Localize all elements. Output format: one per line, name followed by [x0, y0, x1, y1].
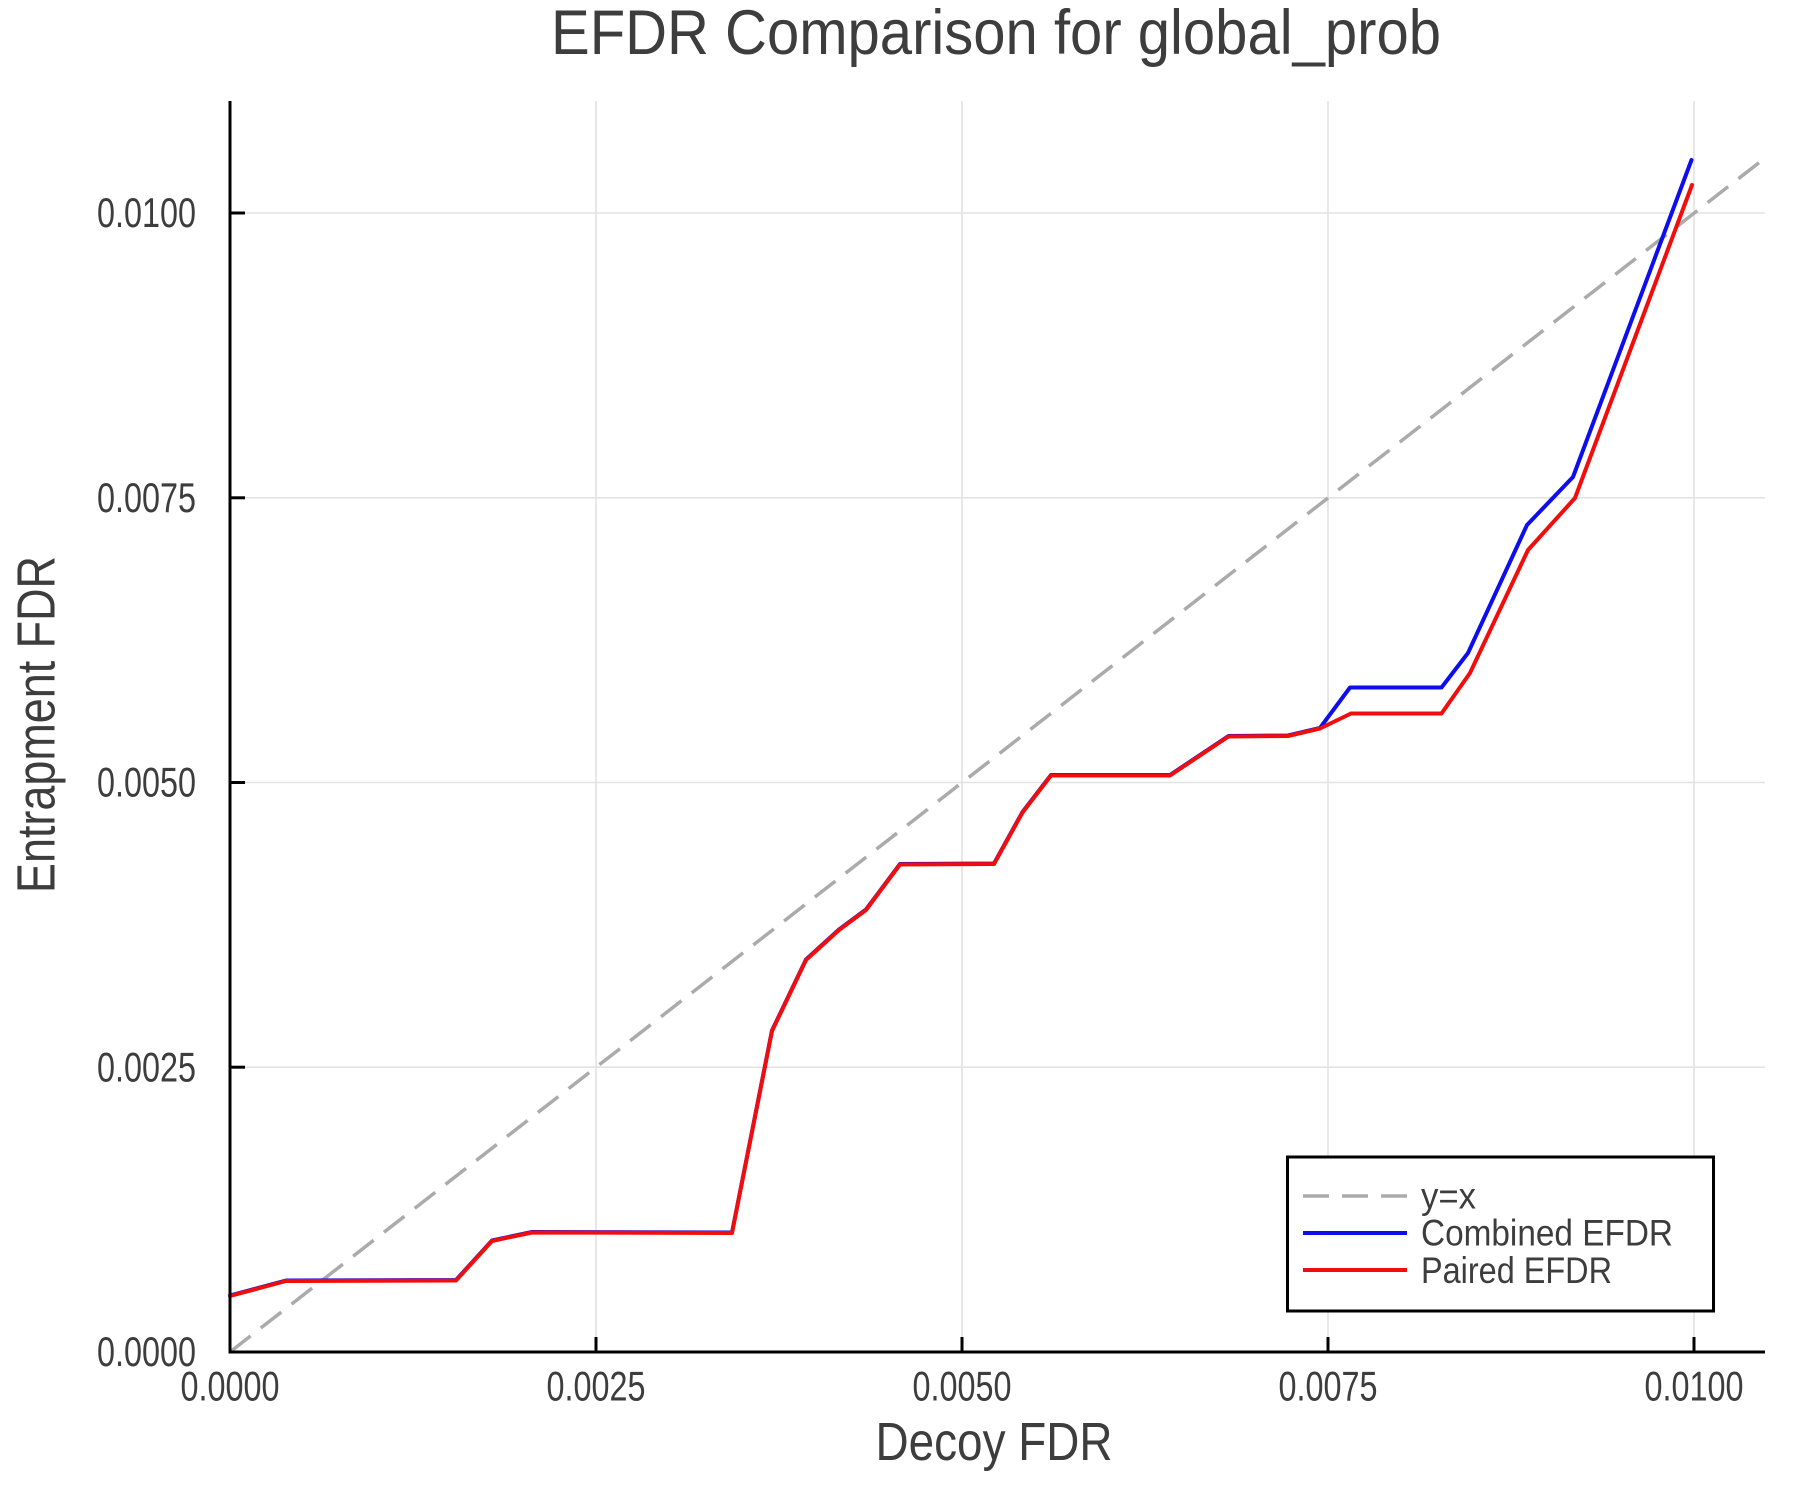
svg-text:0.0075: 0.0075 [97, 474, 196, 521]
svg-text:0.0100: 0.0100 [97, 189, 196, 236]
svg-text:0.0100: 0.0100 [1645, 1363, 1744, 1410]
svg-text:Combined EFDR: Combined EFDR [1421, 1213, 1673, 1254]
svg-text:0.0000: 0.0000 [97, 1328, 196, 1375]
svg-text:0.0025: 0.0025 [97, 1043, 196, 1090]
svg-text:y=x: y=x [1421, 1176, 1476, 1217]
svg-text:Decoy FDR: Decoy FDR [876, 1412, 1113, 1472]
svg-text:0.0075: 0.0075 [1279, 1363, 1378, 1410]
svg-text:Paired EFDR: Paired EFDR [1421, 1250, 1612, 1291]
svg-text:EFDR Comparison for global_pro: EFDR Comparison for global_prob [551, 0, 1441, 68]
svg-text:0.0050: 0.0050 [913, 1363, 1012, 1410]
svg-text:Entrapment FDR: Entrapment FDR [6, 556, 66, 893]
svg-text:0.0025: 0.0025 [547, 1363, 646, 1410]
svg-text:0.0000: 0.0000 [181, 1363, 280, 1410]
svg-text:0.0050: 0.0050 [97, 759, 196, 806]
